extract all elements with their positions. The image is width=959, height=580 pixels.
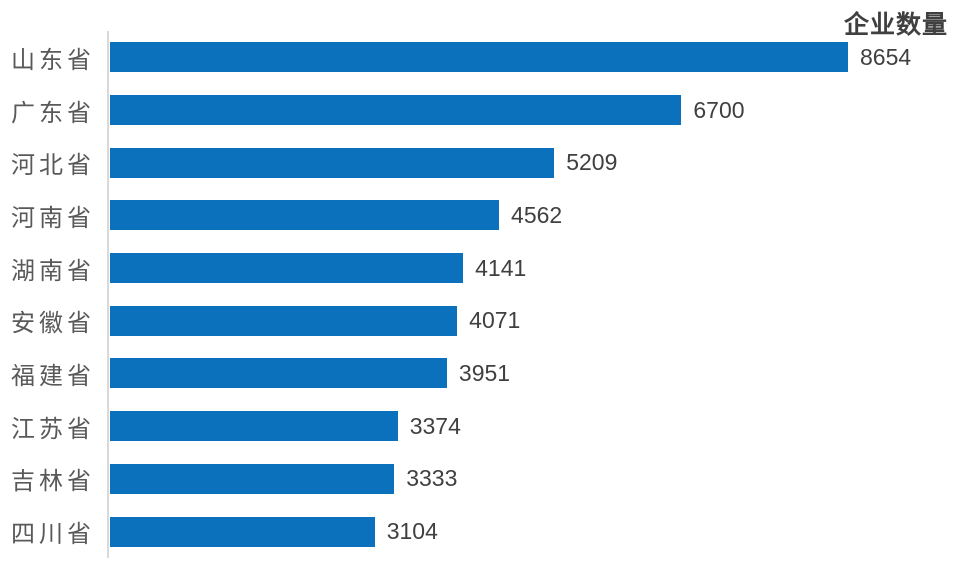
bar-row: 四川省 3104	[0, 505, 959, 558]
bar	[110, 253, 464, 284]
bar-track: 3374	[110, 411, 959, 442]
bar	[110, 411, 398, 442]
category-label: 江苏省	[11, 416, 95, 443]
value-label: 3333	[406, 465, 458, 492]
bar	[110, 358, 447, 389]
value-label: 6700	[693, 96, 745, 123]
category-label: 福建省	[11, 363, 95, 390]
value-label: 3104	[386, 518, 438, 545]
bar	[110, 305, 458, 336]
bar-row: 山东省 8654	[0, 31, 959, 84]
bar-track: 5209	[110, 147, 959, 178]
bar	[110, 95, 682, 126]
bar-row: 广东省 6700	[0, 84, 959, 137]
bar	[110, 42, 848, 73]
value-label: 3374	[409, 412, 461, 439]
bar-track: 8654	[110, 42, 959, 73]
bar-track: 4562	[110, 200, 959, 231]
category-label: 山东省	[11, 47, 95, 74]
bar-row: 安徽省 4071	[0, 294, 959, 347]
value-label: 4562	[511, 201, 563, 228]
value-label: 3951	[458, 359, 511, 386]
bar	[110, 147, 555, 178]
category-label: 四川省	[11, 522, 95, 549]
bar	[110, 200, 500, 231]
value-label: 5209	[566, 149, 618, 176]
category-label: 河南省	[11, 205, 95, 232]
bar-row: 河南省 4562	[0, 189, 959, 242]
bar-row: 福建省 3951	[0, 347, 959, 400]
plot-area: 山东省 8654 广东省 6700 河北省 5209 河南省	[0, 31, 959, 558]
value-label: 8654	[860, 43, 912, 70]
category-label: 安徽省	[11, 311, 95, 338]
bar	[110, 463, 395, 494]
chart-title: 企业数量	[843, 11, 948, 39]
bar-track: 3951	[110, 358, 959, 389]
category-label: 河北省	[11, 153, 95, 180]
bar-track: 6700	[110, 95, 959, 126]
category-label: 广东省	[11, 100, 95, 127]
bar-track: 3104	[110, 516, 959, 547]
bar-track: 4071	[110, 305, 959, 336]
bar-track: 4141	[110, 253, 959, 284]
y-axis-line	[107, 31, 109, 558]
bar-track: 3333	[110, 463, 959, 494]
value-label: 4141	[475, 254, 527, 281]
value-label: 4071	[469, 307, 521, 334]
bar	[110, 516, 375, 547]
category-label: 吉林省	[11, 469, 95, 496]
bar-row: 湖南省 4141	[0, 242, 959, 295]
category-label: 湖南省	[11, 258, 95, 285]
bar-row: 河北省 5209	[0, 136, 959, 189]
bar-row: 吉林省 3333	[0, 453, 959, 506]
bar-row: 江苏省 3374	[0, 400, 959, 453]
